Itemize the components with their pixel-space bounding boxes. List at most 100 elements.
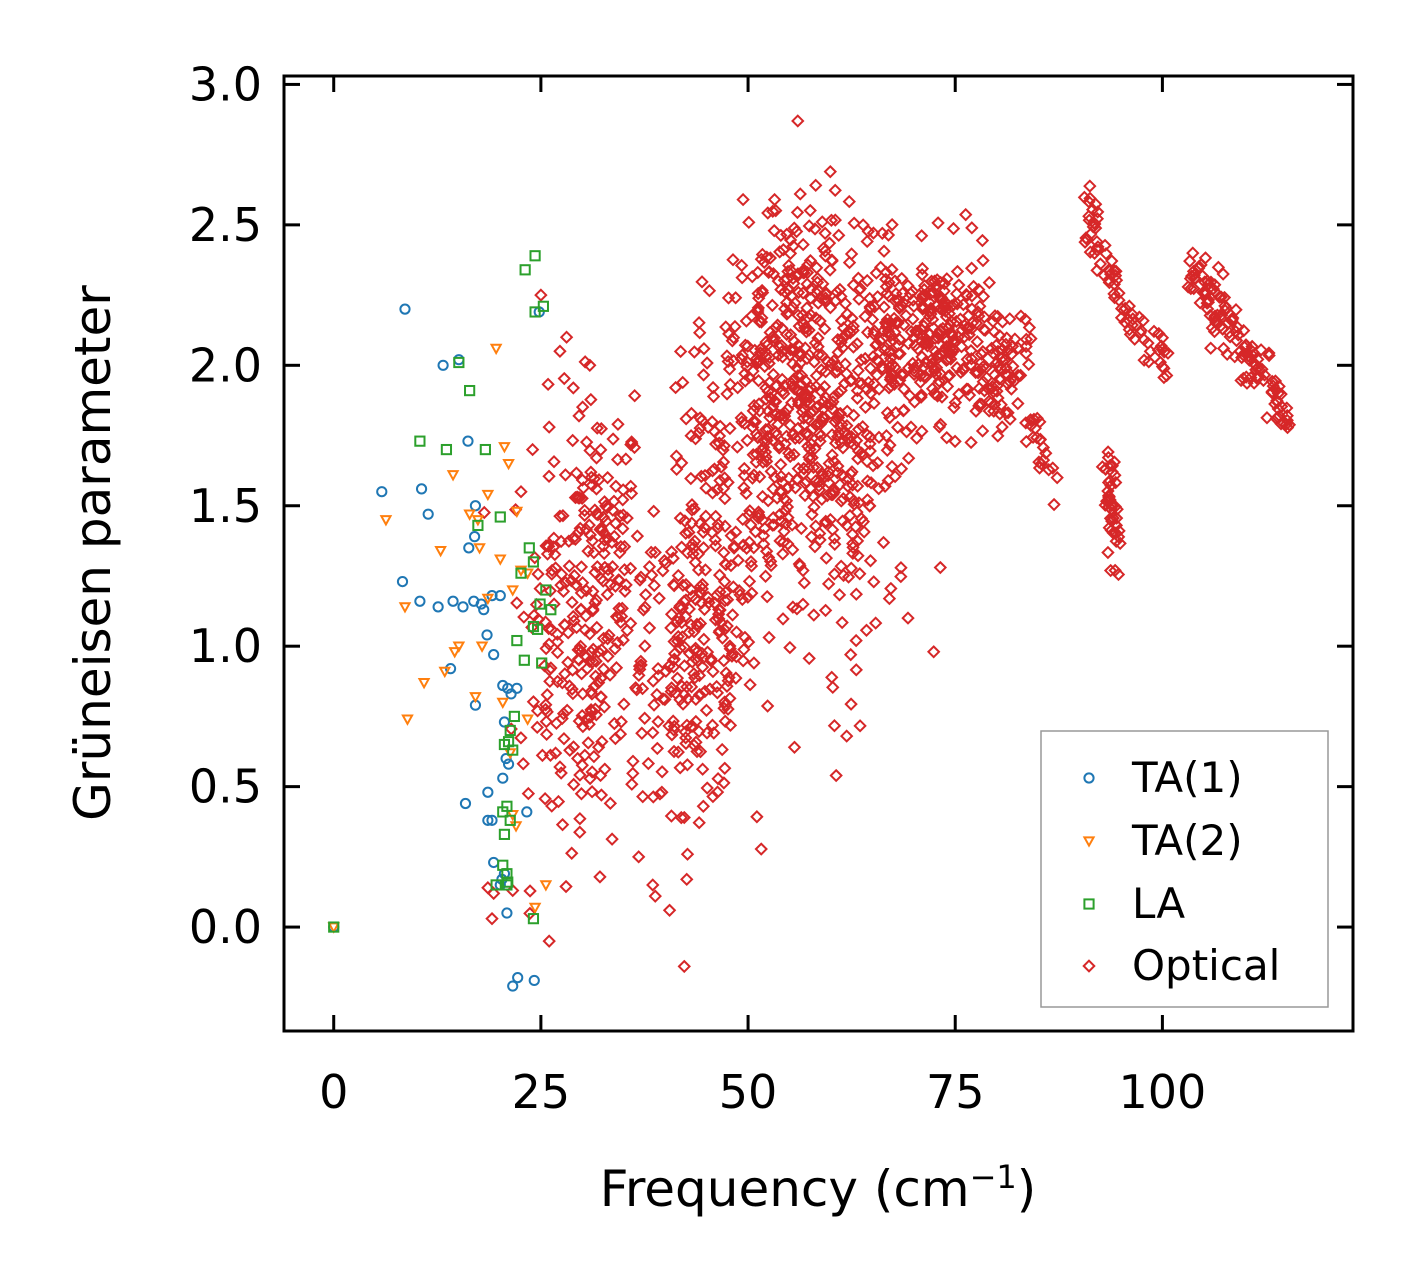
point-optical bbox=[866, 226, 881, 240]
point-optical bbox=[634, 654, 648, 669]
point-optical bbox=[977, 384, 992, 398]
point-optical bbox=[596, 662, 611, 676]
point-optical bbox=[810, 271, 825, 286]
point-optical bbox=[718, 698, 733, 712]
point-ta-1- bbox=[498, 716, 511, 728]
point-optical bbox=[785, 518, 799, 532]
point-optical bbox=[791, 114, 805, 128]
point-optical bbox=[973, 299, 987, 314]
point-optical bbox=[966, 279, 981, 294]
point-optical bbox=[751, 505, 766, 519]
point-optical bbox=[677, 594, 691, 609]
point-optical bbox=[688, 432, 703, 446]
point-ta-1- bbox=[507, 980, 519, 992]
point-optical bbox=[806, 489, 820, 503]
point-optical bbox=[863, 554, 878, 568]
point-optical bbox=[706, 389, 721, 404]
point-la bbox=[518, 654, 530, 666]
x-tick-label: 75 bbox=[926, 1065, 985, 1119]
point-optical bbox=[789, 224, 804, 239]
legend-marker-ta-2- bbox=[1082, 836, 1096, 848]
point-optical bbox=[829, 411, 844, 426]
point-optical bbox=[1002, 342, 1016, 357]
point-ta-1- bbox=[437, 359, 449, 371]
point-optical bbox=[543, 674, 557, 689]
point-optical bbox=[927, 361, 941, 375]
point-optical bbox=[945, 327, 959, 341]
point-optical bbox=[684, 471, 698, 486]
point-optical bbox=[720, 593, 735, 607]
point-optical bbox=[811, 339, 825, 354]
point-optical bbox=[692, 724, 706, 739]
point-optical bbox=[1230, 320, 1245, 335]
point-optical bbox=[1187, 281, 1201, 296]
point-optical bbox=[928, 344, 943, 359]
point-optical bbox=[547, 455, 561, 469]
point-ta-1- bbox=[478, 604, 490, 616]
point-optical bbox=[822, 476, 836, 490]
point-optical bbox=[737, 461, 751, 476]
point-optical bbox=[728, 319, 742, 334]
point-optical bbox=[767, 192, 782, 207]
point-optical bbox=[721, 475, 735, 490]
point-optical bbox=[682, 525, 696, 540]
point-optical bbox=[530, 704, 545, 718]
point-optical bbox=[545, 799, 559, 813]
point-optical bbox=[664, 545, 679, 559]
point-optical bbox=[709, 679, 724, 694]
point-optical bbox=[808, 539, 822, 554]
point-optical bbox=[831, 332, 845, 347]
point-optical bbox=[590, 620, 604, 635]
x-tick-label: 25 bbox=[512, 1065, 571, 1119]
point-optical bbox=[818, 226, 832, 240]
point-optical bbox=[572, 409, 586, 423]
point-optical bbox=[534, 288, 548, 302]
point-optical bbox=[897, 403, 911, 417]
point-optical bbox=[787, 343, 801, 357]
point-optical bbox=[767, 518, 781, 532]
point-optical bbox=[641, 756, 656, 771]
point-optical bbox=[906, 312, 920, 326]
point-optical bbox=[1004, 347, 1019, 362]
point-optical bbox=[813, 314, 827, 328]
point-optical bbox=[721, 291, 736, 305]
point-optical bbox=[817, 322, 832, 336]
point-optical bbox=[939, 300, 954, 314]
point-optical bbox=[808, 336, 823, 350]
point-optical bbox=[773, 534, 787, 548]
point-optical bbox=[694, 586, 709, 600]
point-optical bbox=[1090, 235, 1104, 249]
point-ta-2- bbox=[463, 509, 476, 521]
point-ta-1- bbox=[462, 435, 474, 447]
point-optical bbox=[751, 301, 766, 315]
point-ta-1- bbox=[511, 682, 523, 694]
point-optical bbox=[793, 356, 808, 370]
point-optical bbox=[1113, 536, 1127, 551]
point-ta-1- bbox=[414, 595, 426, 607]
point-optical bbox=[760, 699, 775, 713]
point-optical bbox=[960, 288, 974, 303]
point-optical bbox=[1019, 339, 1033, 354]
point-optical bbox=[662, 903, 677, 917]
point-optical bbox=[575, 491, 589, 506]
point-optical bbox=[547, 597, 561, 611]
point-optical bbox=[879, 429, 894, 443]
point-optical bbox=[732, 583, 746, 598]
point-optical bbox=[1077, 190, 1092, 205]
point-optical bbox=[712, 625, 726, 639]
point-optical bbox=[894, 462, 909, 476]
point-optical bbox=[892, 300, 907, 314]
point-optical bbox=[1125, 307, 1140, 322]
point-optical bbox=[665, 728, 679, 742]
point-optical bbox=[800, 301, 814, 315]
point-optical bbox=[599, 499, 613, 513]
point-optical bbox=[565, 595, 579, 610]
point-optical bbox=[802, 348, 816, 362]
point-optical bbox=[1107, 264, 1121, 278]
point-optical bbox=[925, 312, 940, 327]
point-optical bbox=[587, 545, 601, 560]
point-optical bbox=[933, 560, 948, 575]
point-optical bbox=[610, 635, 625, 650]
point-optical bbox=[794, 368, 809, 383]
